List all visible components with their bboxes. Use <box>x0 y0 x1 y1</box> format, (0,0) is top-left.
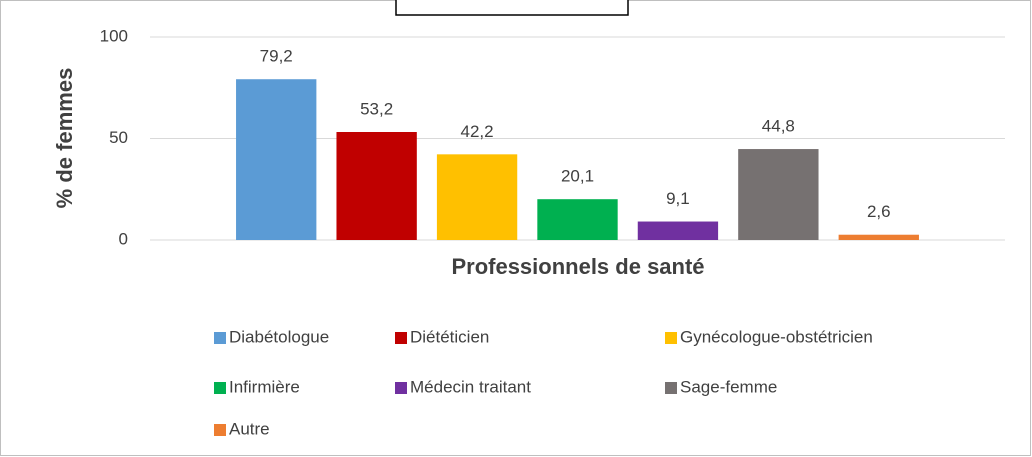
legend-label: Infirmière <box>229 377 300 396</box>
bar <box>236 79 317 240</box>
bar <box>537 199 618 240</box>
data-label: 53,2 <box>360 99 393 118</box>
legend-label: Médecin traitant <box>410 377 531 396</box>
bar <box>738 149 819 240</box>
bar <box>838 234 919 240</box>
legend-swatch <box>665 332 677 344</box>
legend-label: Gynécologue-obstétricien <box>680 327 873 346</box>
y-axis-title: % de femmes <box>52 68 77 209</box>
bar <box>436 154 518 240</box>
legend-swatch <box>395 382 407 394</box>
legend-swatch <box>214 332 226 344</box>
y-tick-label: 100 <box>100 26 128 45</box>
bar <box>336 132 417 240</box>
x-axis-title: Professionnels de santé <box>451 254 704 279</box>
legend-label: Sage-femme <box>680 377 777 396</box>
data-label: 79,2 <box>260 47 293 66</box>
legend-label: Diététicien <box>410 327 489 346</box>
y-tick-label: 0 <box>119 229 128 248</box>
data-label: 2,6 <box>867 202 891 221</box>
legend-swatch <box>665 382 677 394</box>
legend-swatch <box>395 332 407 344</box>
data-label: 20,1 <box>561 167 594 186</box>
data-label: 9,1 <box>666 189 690 208</box>
legend-label: Diabétologue <box>229 327 329 346</box>
legend-swatch <box>214 382 226 394</box>
data-label: 42,2 <box>461 122 494 141</box>
legend-swatch <box>214 424 226 436</box>
y-tick-label: 50 <box>109 128 128 147</box>
title-box <box>395 0 629 16</box>
legend-label: Autre <box>229 419 270 438</box>
bar <box>637 221 719 240</box>
data-label: 44,8 <box>762 117 795 136</box>
